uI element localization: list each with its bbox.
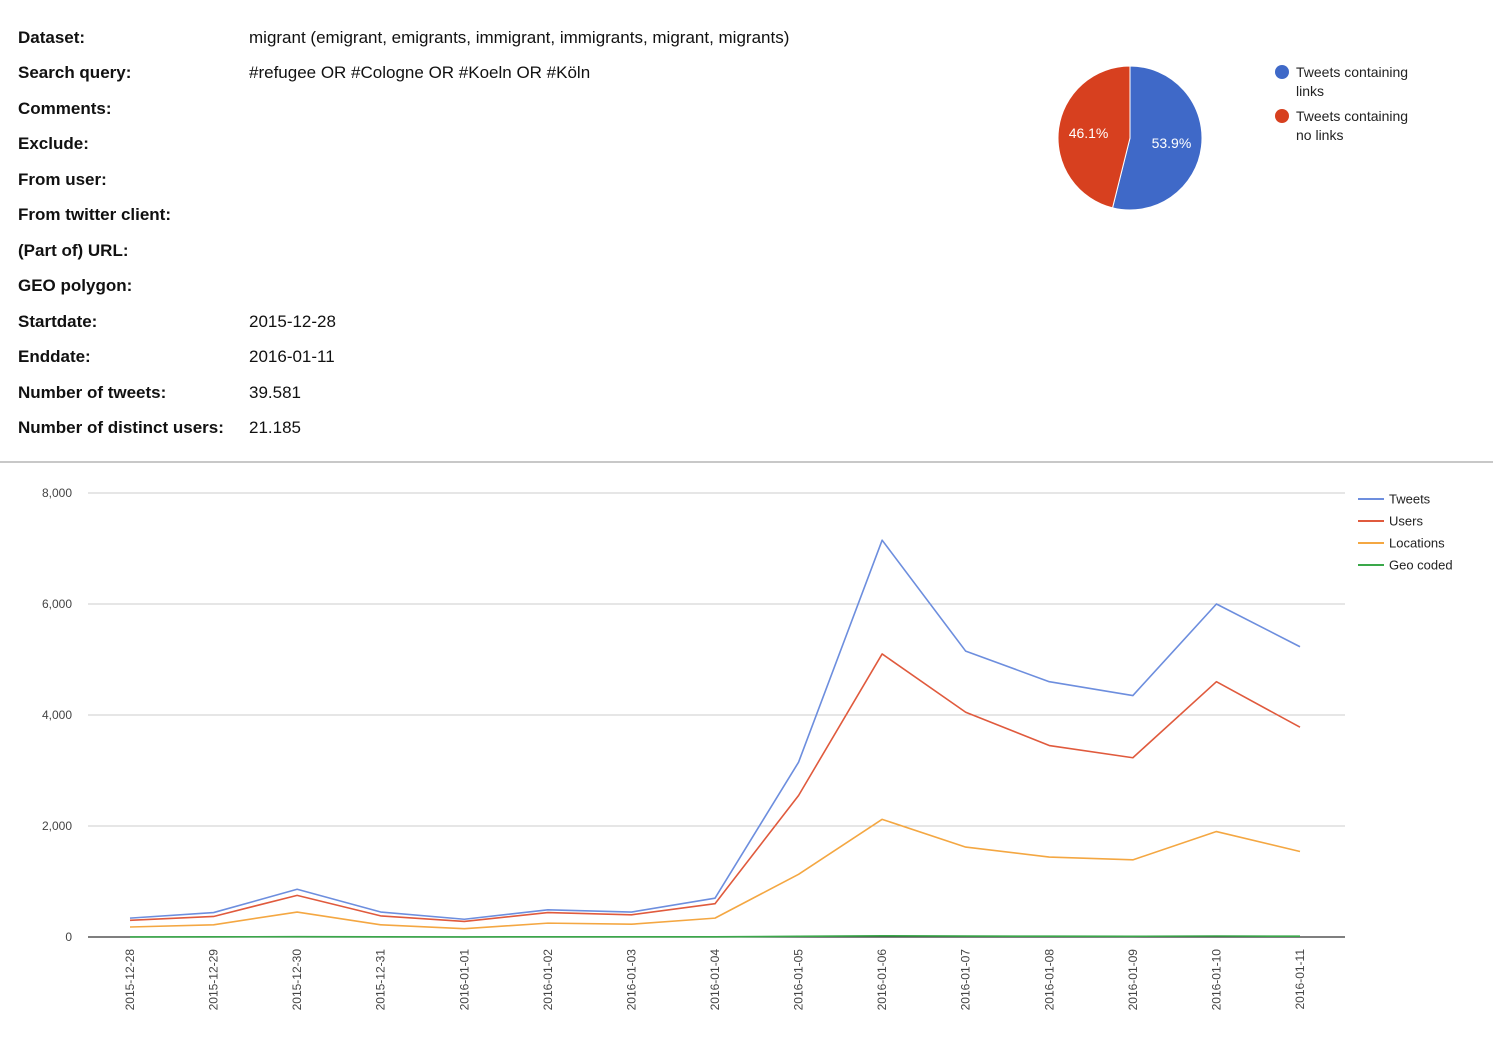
info-label: Search query: <box>18 63 132 83</box>
pie-slice-label: 53.9% <box>1152 135 1192 151</box>
x-tick-label: 2016-01-10 <box>1209 949 1223 1011</box>
pie-chart: 53.9% 46.1% Tweets containing links Tweets c… <box>1057 64 1408 211</box>
info-value: #refugee OR #Cologne OR #Koeln OR #Köln <box>249 63 591 83</box>
legend-label: Tweets <box>1389 492 1431 507</box>
x-tick-label: 2015-12-28 <box>123 949 137 1011</box>
info-label: Enddate: <box>18 347 91 367</box>
x-tick-label: 2016-01-08 <box>1042 949 1056 1011</box>
pie-slice-label: 46.1% <box>1069 125 1109 141</box>
info-value <box>249 198 789 234</box>
info-label: Number of tweets: <box>18 382 167 402</box>
info-row: Enddate: 2016-01-11 <box>18 340 789 376</box>
pie-legend-label: Tweets containing no links <box>1296 108 1408 143</box>
pie-slice <box>1057 65 1131 209</box>
series-line <box>129 653 1301 923</box>
info-value: migrant (emigrant, emigrants, immigrant,… <box>249 27 790 47</box>
info-value <box>249 91 789 127</box>
x-tick-label: 2016-01-06 <box>875 949 889 1011</box>
info-row: Dataset: migrant (emigrant, emigrants, im… <box>18 20 789 56</box>
info-row: Startdate: 2015-12-28 <box>18 304 789 340</box>
x-tick-label: 2016-01-03 <box>624 949 638 1011</box>
pie-legend-marker <box>1275 109 1289 123</box>
x-tick-label: 2016-01-04 <box>708 949 722 1011</box>
info-row: Search query: #refugee OR #Cologne OR #Ko… <box>18 56 789 92</box>
info-value <box>249 162 789 198</box>
info-value: 21.185 <box>249 418 301 438</box>
pie-legend-label: Tweets containing links <box>1296 64 1408 99</box>
section-divider <box>0 461 1493 463</box>
info-value: 39.581 <box>249 382 301 402</box>
info-row: Number of tweets: 39.581 <box>18 375 789 411</box>
x-tick-label: 2015-12-30 <box>290 949 304 1011</box>
x-tick-label: 2016-01-05 <box>792 949 806 1011</box>
y-tick-label: 2,000 <box>42 819 72 833</box>
info-value <box>249 127 789 163</box>
info-label: (Part of) URL: <box>18 240 129 260</box>
info-row: Exclude: <box>18 127 789 163</box>
info-label: Exclude: <box>18 134 89 154</box>
legend-label: Locations <box>1389 536 1445 551</box>
info-value: 2016-01-11 <box>249 347 335 367</box>
info-label: From twitter client: <box>18 205 172 225</box>
x-tick-label: 2016-01-07 <box>959 949 973 1011</box>
info-row: Number of distinct users: 21.185 <box>18 411 789 447</box>
x-tick-label: 2016-01-02 <box>541 949 555 1011</box>
info-row: From twitter client: <box>18 198 789 234</box>
info-label: Dataset: <box>18 27 86 47</box>
info-value <box>249 233 789 269</box>
series-line <box>129 539 1301 921</box>
line-chart: 0 2,000 4,000 6,000 8,000 2015-12-28 2015-12-2… <box>42 486 1453 1011</box>
info-value: 2015-12-28 <box>249 311 336 331</box>
y-tick-label: 8,000 <box>42 486 72 500</box>
pie-slice <box>1111 65 1203 211</box>
series-line <box>129 934 1301 938</box>
pie-legend-marker <box>1275 65 1289 79</box>
info-row: From user: <box>18 162 789 198</box>
x-tick-label: 2016-01-09 <box>1126 949 1140 1011</box>
info-row: (Part of) URL: <box>18 233 789 269</box>
y-tick-label: 4,000 <box>42 708 72 722</box>
info-row: GEO polygon: <box>18 269 789 305</box>
info-label: GEO polygon: <box>18 276 133 296</box>
pie-chart-container: 53.9% 46.1% Tweets containing links Tweets c… <box>1040 50 1460 230</box>
x-tick-label: 2016-01-01 <box>457 949 471 1011</box>
info-label: Startdate: <box>18 311 98 331</box>
series-line <box>129 818 1301 930</box>
y-tick-label: 6,000 <box>42 597 72 611</box>
dataset-info-body: Dataset: migrant (emigrant, emigrants, im… <box>18 20 789 446</box>
dataset-info-table: Dataset: migrant (emigrant, emigrants, im… <box>18 20 789 446</box>
legend-label: Geo coded <box>1389 558 1453 573</box>
x-tick-label: 2015-12-31 <box>374 949 388 1011</box>
info-label: From user: <box>18 169 107 189</box>
x-tick-label: 2015-12-29 <box>207 949 221 1011</box>
legend-label: Users <box>1389 514 1423 529</box>
info-row: Comments: <box>18 91 789 127</box>
y-tick-label: 0 <box>65 930 72 944</box>
x-tick-label: 2016-01-11 <box>1293 949 1307 1010</box>
info-label: Number of distinct users: <box>18 418 224 438</box>
info-value <box>249 269 789 305</box>
info-label: Comments: <box>18 98 112 118</box>
